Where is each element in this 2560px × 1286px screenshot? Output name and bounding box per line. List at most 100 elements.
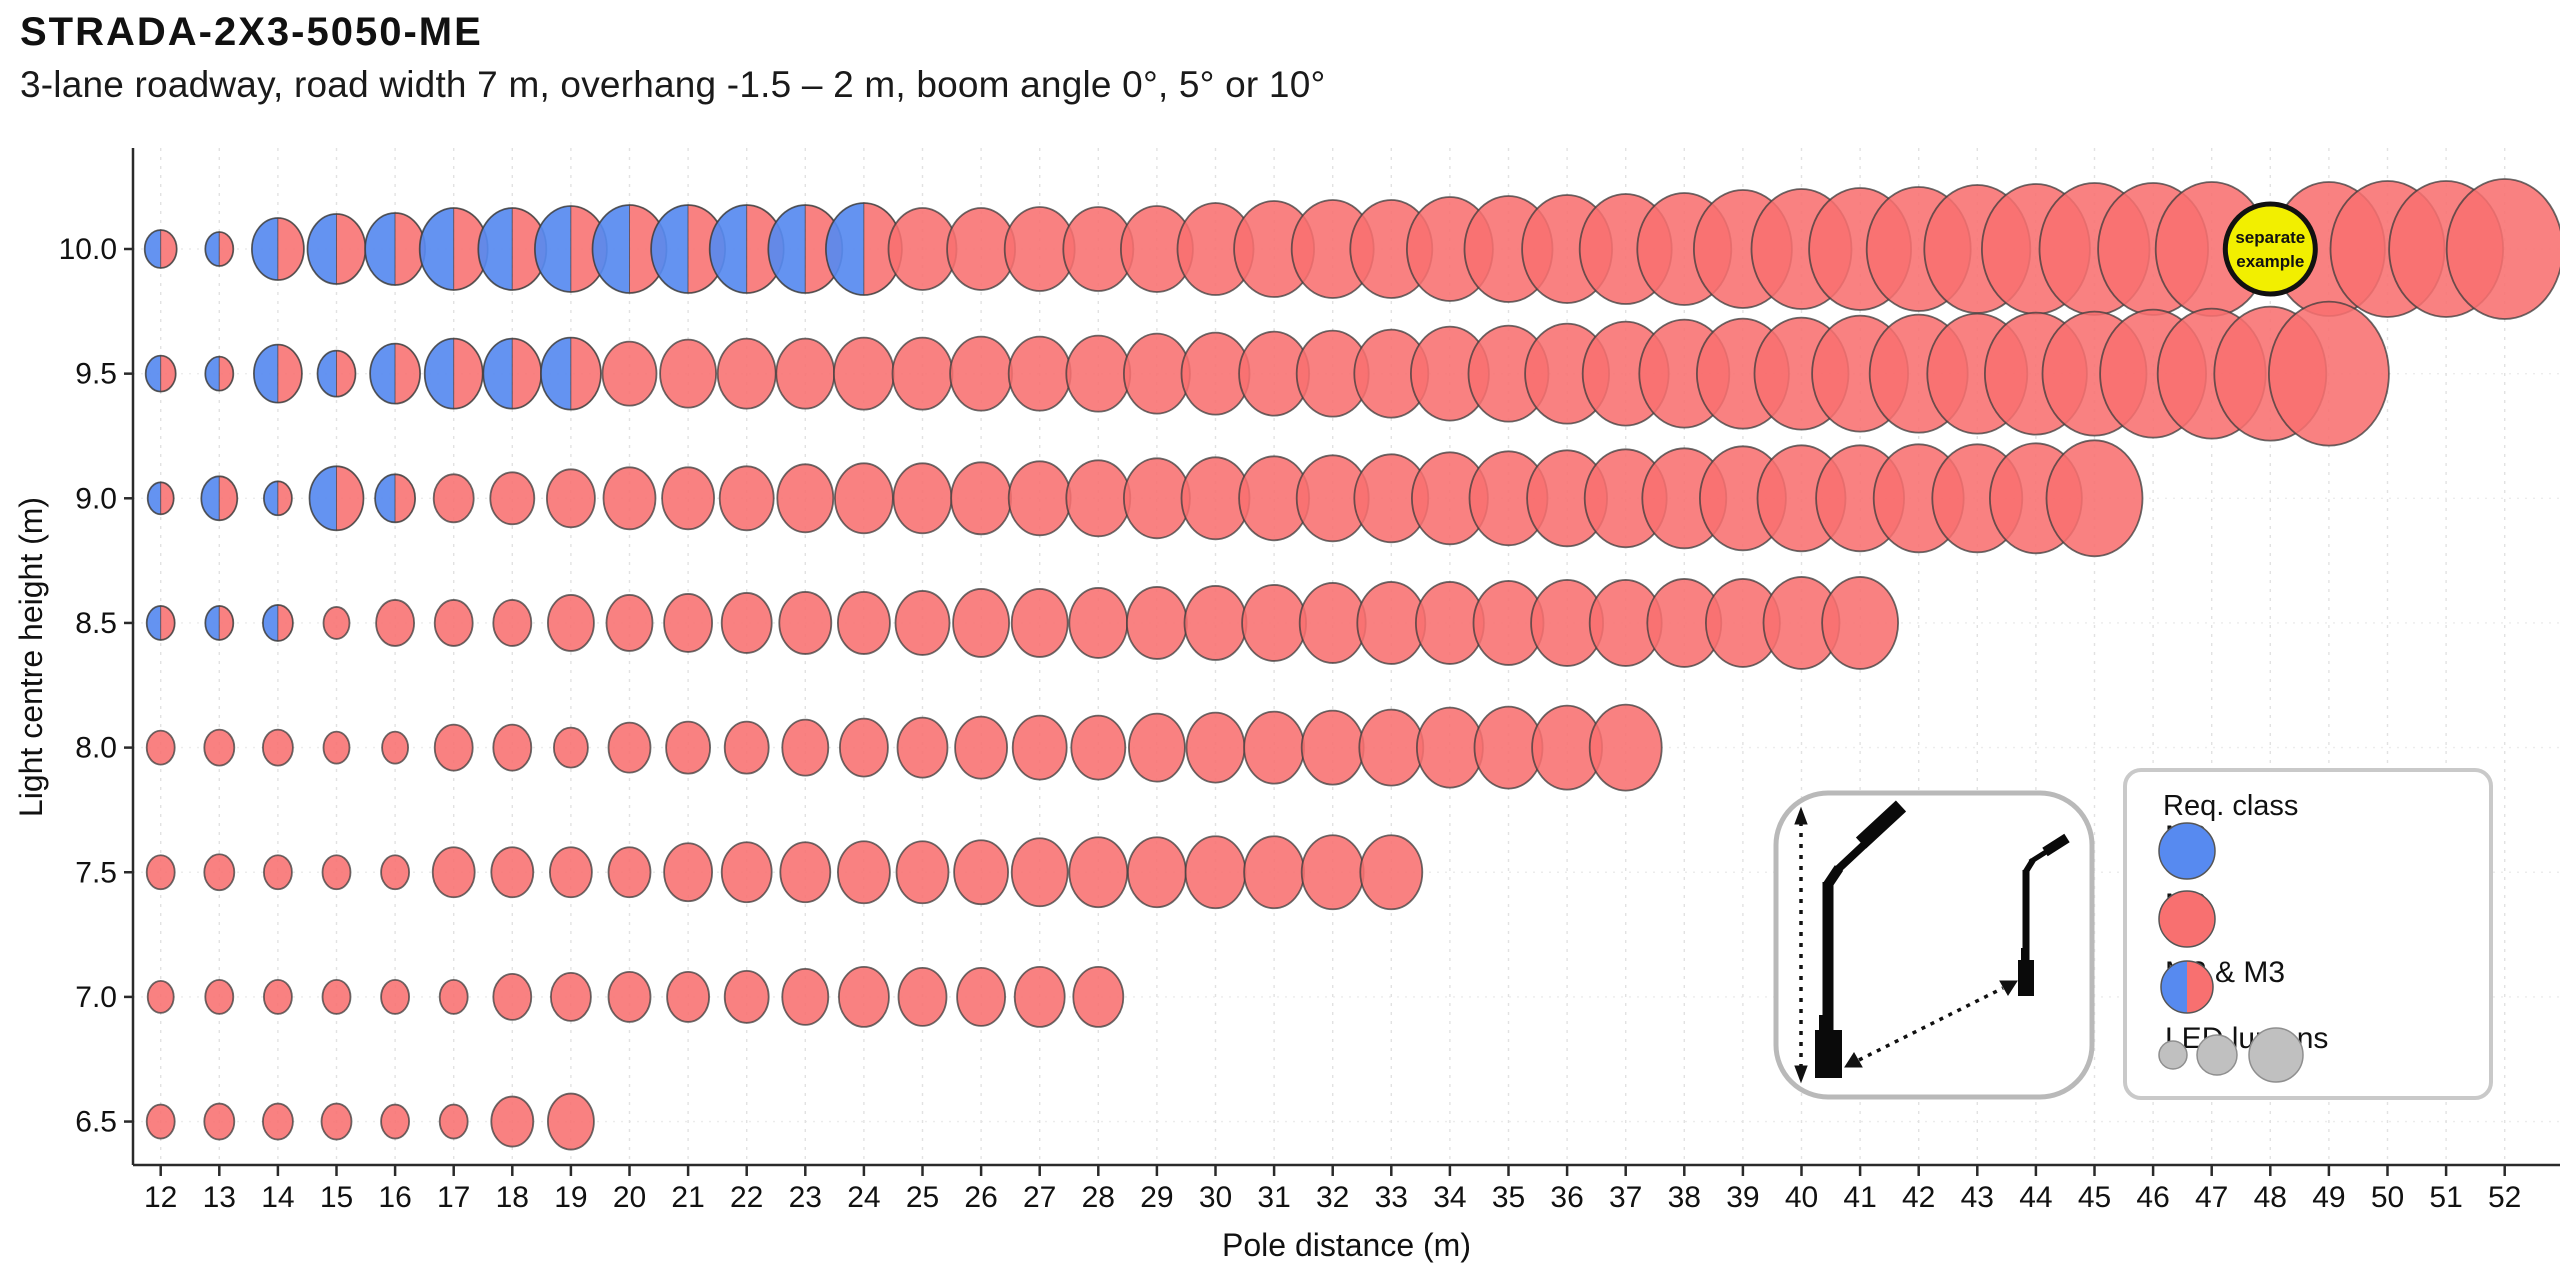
bubble-m3-half [218,231,234,267]
bubble-m3-half [218,475,238,521]
bubble-m2m3-outline [144,354,177,393]
bubble-m3 [380,979,411,1015]
bubble-m3 [661,466,715,531]
bubble-m3 [2267,300,2390,447]
x-axis-title: Pole distance (m) [1222,1227,1471,1263]
bubble-m3 [894,590,951,656]
bubble-m3 [146,980,175,1014]
bubble-m2-half [317,350,337,398]
x-tick-label: 49 [2312,1181,2345,1214]
bubble-m2-half [204,356,220,392]
bubble-m3 [1243,835,1305,910]
x-tick-label: 38 [1668,1181,1701,1214]
bubble-m3 [1070,714,1127,781]
bubble-m3 [1588,703,1663,792]
bubble-m3-half [160,605,176,641]
x-tick-label: 25 [906,1181,939,1214]
pole-distance-arrow-icon [1844,980,2018,1068]
bubble-m2-half [263,480,279,516]
bubble-m3 [1185,711,1246,784]
x-tick-label: 27 [1023,1181,1056,1214]
bubble-m3 [602,466,657,531]
bubble-m3 [549,846,593,899]
bubble-m3-half [453,338,484,410]
legend-item-lumens: LED lumens [2151,1022,2328,1083]
page-subtitle: 3-lane roadway, road width 7 m, overhang… [20,64,1326,105]
bubble-m2m3-outline [308,465,365,532]
bubble-m3 [892,462,953,535]
bubble-m2m3-outline [540,336,602,411]
bubble-m2-half [262,604,279,642]
bubble-m3 [718,465,775,532]
bubble-m3 [665,720,711,775]
small-pole-icon [2018,833,2070,996]
bubble-m3 [1013,966,1066,1028]
bubble-m3 [723,970,770,1024]
bubble-m2-half [309,465,337,531]
y-tick-label: 8.5 [75,607,117,640]
x-tick-label: 19 [554,1181,587,1214]
bubble-m3-half [160,229,178,269]
x-tick-label: 33 [1375,1181,1408,1214]
bubble-m3 [952,588,1010,658]
bubble-m3 [261,1102,294,1141]
height-arrow-icon [1794,806,1808,1084]
bubble-m2-half [204,231,220,267]
bubble-m3 [262,979,293,1015]
pole-diagram-inset [1773,790,2095,1100]
bubble-m3-half [160,355,177,393]
bubble-m3 [781,968,830,1026]
bubble-m3 [837,591,891,655]
bubble-m3-half [394,343,421,405]
x-tick-label: 37 [1609,1181,1642,1214]
bubble-m3 [663,593,713,653]
bubble-m3 [1359,834,1424,911]
x-tick-label: 51 [2429,1181,2462,1214]
bubble-m2-half [146,605,162,641]
x-tick-label: 52 [2488,1181,2521,1214]
x-tick-label: 14 [261,1181,294,1214]
bubble-m2-half [540,337,572,411]
x-tick-label: 17 [437,1181,470,1214]
bubble-m3 [776,463,835,534]
bubble-m2-half [419,207,455,291]
bubble-m3 [607,971,652,1023]
bubble-m3 [431,846,476,899]
bubble-m2-half [147,481,162,515]
bubble-m3 [547,1092,595,1151]
y-tick-label: 9.0 [75,482,117,515]
x-tick-label: 16 [378,1181,411,1214]
bubble-m2-half [592,204,630,294]
bubble-m3 [489,471,536,526]
bubble-m3 [775,337,836,410]
bubble-m3 [380,1103,411,1140]
bubble-m3 [1007,335,1072,412]
bubble-m3 [375,599,416,647]
bubble-m3-half [394,473,416,523]
x-tick-label: 36 [1550,1181,1583,1214]
x-tick-label: 30 [1199,1181,1232,1214]
bubble-m2m3-outline [143,229,178,269]
bubble-m2-half [482,338,513,410]
bubble-m3 [833,336,895,411]
x-tick-label: 48 [2254,1181,2287,1214]
bubble-m3-half [570,337,602,411]
separate-example-label-line2: example [2236,252,2304,271]
y-axis-title: Light centre height (m) [13,497,49,817]
bubble-m3 [1358,708,1425,787]
bubble-m3-half [511,338,542,410]
x-tick-label: 44 [2019,1181,2052,1214]
large-pole-icon [1815,800,1907,1078]
bubble-m2-half [369,343,396,405]
bubble-m2m3-outline [252,343,303,404]
bubble-m3 [950,461,1012,536]
bubble-m2m3-outline [204,355,235,392]
bubble-m3 [659,338,717,409]
x-tick-label: 28 [1082,1181,1115,1214]
bubble-m3 [723,720,770,775]
bubble-m3 [1183,585,1248,661]
separate-example-label-line1: separate [2235,228,2305,247]
bubble-m3 [322,606,351,640]
legend-item-m3: M3 [2151,888,2216,948]
